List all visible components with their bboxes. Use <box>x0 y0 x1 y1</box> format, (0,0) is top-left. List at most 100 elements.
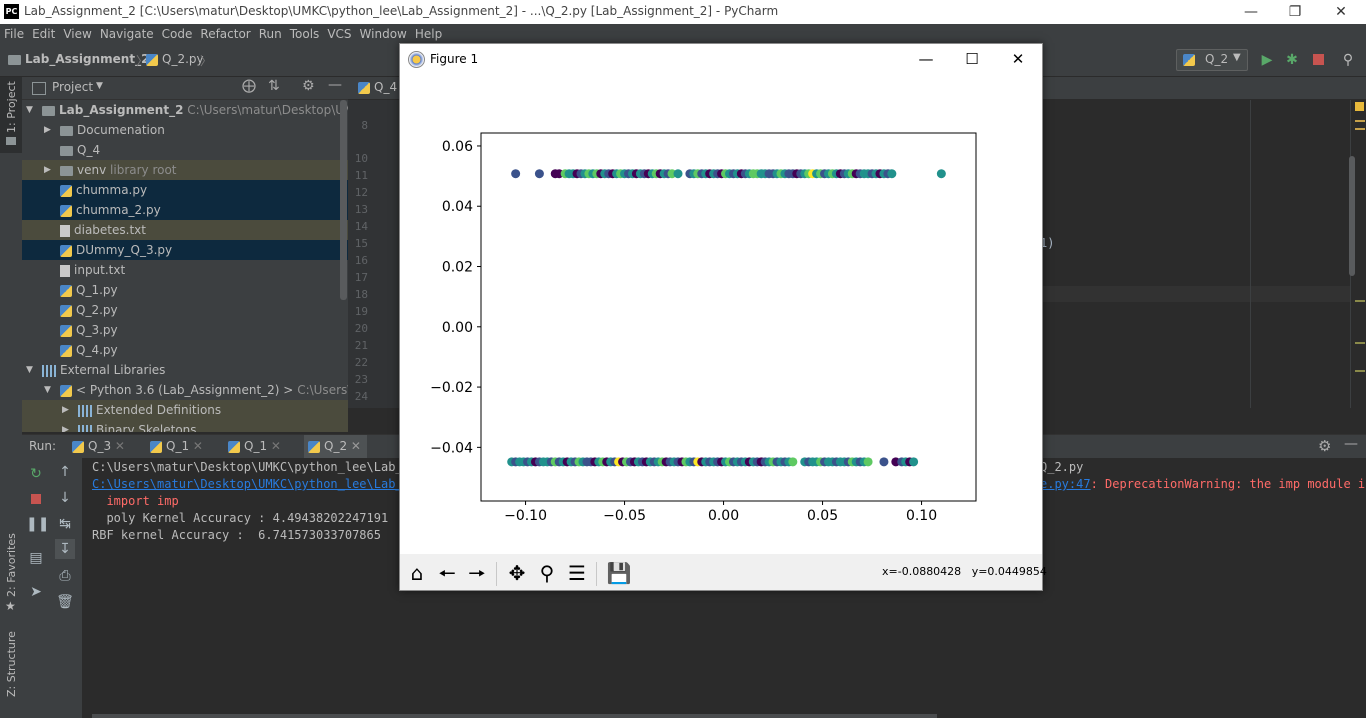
collapse-all-icon[interactable]: ⇅ <box>268 78 280 94</box>
maximize-icon[interactable]: ☐ <box>965 50 979 68</box>
tree-item-q2-py[interactable]: Q_2.py <box>22 300 348 320</box>
soft-wrap-icon[interactable]: ↹ <box>59 516 71 532</box>
close-icon[interactable]: ✕ <box>1335 4 1347 20</box>
close-icon[interactable]: ✕ <box>1011 50 1025 68</box>
run-tab-q1[interactable]: Q_1 ✕ <box>150 439 203 453</box>
line-number: 18 <box>354 288 368 301</box>
gear-icon[interactable]: ⚙ <box>302 78 315 94</box>
tree-item-python-sdk[interactable]: ▼ < Python 3.6 (Lab_Assignment_2) > C:\U… <box>44 383 348 397</box>
stop-icon[interactable] <box>1310 52 1326 68</box>
menu-code[interactable]: Code <box>161 27 193 41</box>
warning-marker[interactable] <box>1355 342 1365 344</box>
minimize-icon[interactable]: — <box>1244 4 1258 20</box>
locate-icon[interactable]: ⨁ <box>242 78 256 94</box>
minimize-icon[interactable]: — <box>918 50 934 68</box>
warning-marker[interactable] <box>1355 128 1365 130</box>
warning-marker[interactable] <box>1355 120 1365 122</box>
close-icon[interactable]: ✕ <box>270 439 281 453</box>
warning-marker[interactable] <box>1355 370 1365 372</box>
gear-icon[interactable]: ⚙ <box>1318 437 1332 455</box>
tree-item-venv[interactable]: ▶ venv library root <box>22 160 348 180</box>
breadcrumb-file[interactable]: Q_2.py <box>146 52 204 66</box>
warning-marker[interactable] <box>1355 300 1365 302</box>
tree-item-q1-py[interactable]: Q_1.py <box>22 280 348 300</box>
error-stripe[interactable] <box>1349 100 1366 408</box>
warning-icon[interactable] <box>1355 102 1364 111</box>
restore-icon[interactable]: ❐ <box>1288 4 1302 20</box>
layout-icon[interactable]: ▤ <box>29 550 43 566</box>
pause-icon[interactable]: ❚❚ <box>26 516 50 532</box>
print-icon[interactable]: ⎙ <box>59 568 71 584</box>
configure-icon[interactable]: ☰ <box>568 561 586 585</box>
tree-item-documenation[interactable]: ▶ Documenation <box>44 123 165 137</box>
menu-run[interactable]: Run <box>258 27 282 41</box>
tree-item-project-root[interactable]: ▼ Lab_Assignment_2 C:\Users\matur\Deskto… <box>26 103 348 117</box>
back-icon[interactable]: 🠔 <box>438 561 456 585</box>
run-tab-q3[interactable]: Q_3 ✕ <box>72 439 125 453</box>
save-icon[interactable]: 💾 <box>606 561 632 585</box>
menu-view[interactable]: View <box>63 27 92 41</box>
menu-refactor[interactable]: Refactor <box>200 27 251 41</box>
project-tool-tab[interactable] <box>0 77 22 153</box>
close-icon[interactable]: ✕ <box>192 439 203 453</box>
scroll-to-end-icon[interactable]: ↧ <box>55 539 75 559</box>
menu-help[interactable]: Help <box>414 27 443 41</box>
menu-navigate[interactable]: Navigate <box>99 27 154 41</box>
console-link[interactable]: e.py:47 <box>1040 477 1091 491</box>
close-icon[interactable]: ✕ <box>114 439 125 453</box>
tree-item-q3-py[interactable]: Q_3.py <box>22 320 348 340</box>
line-number: 19 <box>354 305 368 318</box>
menu-vcs[interactable]: VCS <box>327 27 352 41</box>
menu-file[interactable]: File <box>4 27 25 41</box>
breadcrumb-project[interactable]: Lab_Assignment_2 <box>8 52 149 66</box>
console-link[interactable]: C:\Users\matur\Desktop\UMKC\python_lee\L… <box>92 477 410 491</box>
project-tree-scrollbar[interactable] <box>340 100 347 300</box>
run-icon[interactable]: ▶ <box>1261 52 1273 68</box>
zoom-icon[interactable]: ⚲ <box>539 561 555 585</box>
tree-item-extended-definitions[interactable]: ▶ Extended Definitions <box>22 400 348 420</box>
tree-item-chumma2-py[interactable]: chumma_2.py <box>22 200 348 220</box>
tree-item-binary-skeletons[interactable]: ▶ Binary Skeletons <box>22 420 348 432</box>
trash-icon[interactable]: 🗑 <box>56 594 74 610</box>
chevron-down-icon[interactable]: ▼ <box>96 81 103 91</box>
project-panel-title[interactable]: Project <box>52 80 94 94</box>
close-icon[interactable]: ✕ <box>350 439 361 453</box>
run-tab-q2[interactable]: Q_2 ✕ <box>304 435 367 459</box>
debug-icon[interactable]: ✱ <box>1286 52 1298 68</box>
forward-icon[interactable]: 🠖 <box>468 561 486 585</box>
python-file-icon <box>1183 54 1195 66</box>
hide-icon[interactable]: — <box>328 77 342 93</box>
tree-item-external-libraries[interactable]: ▼ External Libraries <box>26 363 166 377</box>
x-tick-label: 0.00 <box>708 508 739 524</box>
structure-tool-tab[interactable]: Z: Structure <box>5 631 18 697</box>
tree-item-q4-py[interactable]: Q_4.py <box>22 340 348 360</box>
pan-icon[interactable]: ✥ <box>508 561 526 585</box>
tree-item-dummy-q3-py[interactable]: DUmmy_Q_3.py <box>22 240 348 260</box>
left-tool-stripe: 1: Project 2: Favorites ★ Z: Structure <box>0 77 23 718</box>
up-arrow-icon[interactable]: ↑ <box>59 464 71 480</box>
run-config-selector[interactable]: Q_2 ▼ <box>1176 49 1248 71</box>
editor-scrollbar[interactable] <box>1349 156 1355 276</box>
library-icon <box>42 364 56 377</box>
scatter-point <box>909 457 919 467</box>
tree-item-chumma-py[interactable]: chumma.py <box>22 180 348 200</box>
down-arrow-icon[interactable]: ↓ <box>59 490 71 506</box>
tree-item-diabetes-txt[interactable]: diabetes.txt <box>22 220 348 240</box>
tree-item-input-txt[interactable]: input.txt <box>22 260 348 280</box>
console-horizontal-scrollbar[interactable] <box>92 714 937 718</box>
hide-icon[interactable]: — <box>1344 436 1358 452</box>
scatter-plot[interactable]: −0.10 −0.05 0.00 0.05 0.10 0.060.040.020.00−… <box>400 74 1042 554</box>
tree-item-q4-folder[interactable]: Q_4 <box>22 140 348 160</box>
menu-window[interactable]: Window <box>359 27 407 41</box>
editor-tab-q4[interactable]: Q_4 <box>358 80 397 94</box>
home-icon[interactable]: ⌂ <box>410 561 424 585</box>
menu-tools[interactable]: Tools <box>289 27 320 41</box>
stop-icon[interactable] <box>26 489 46 509</box>
run-tab-q1-2[interactable]: Q_1 ✕ <box>228 439 281 453</box>
menu-edit[interactable]: Edit <box>32 27 56 41</box>
line-number: 16 <box>354 254 368 267</box>
pin-icon[interactable]: ➤ <box>30 584 42 600</box>
favorites-tool-tab[interactable]: 2: Favorites <box>5 533 18 597</box>
rerun-icon[interactable]: ↻ <box>30 466 42 482</box>
search-everywhere-icon[interactable]: ⚲ <box>1342 52 1354 68</box>
